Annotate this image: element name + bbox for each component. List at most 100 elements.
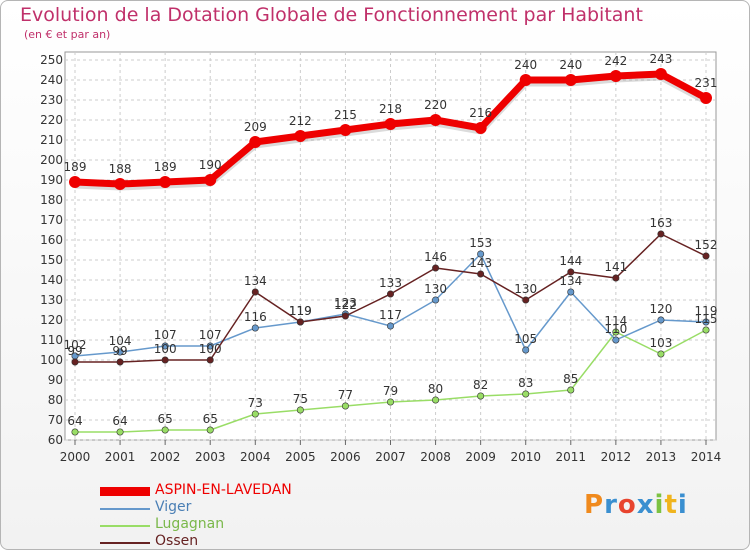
data-label: 231 — [695, 76, 718, 90]
data-point — [519, 74, 532, 86]
data-label: 130 — [424, 282, 447, 296]
x-tick-label: 2014 — [691, 450, 722, 464]
y-tick-label: 220 — [40, 113, 63, 127]
x-tick-label: 2005 — [285, 450, 316, 464]
data-label: 141 — [604, 260, 627, 274]
legend-label: Ossen — [155, 533, 199, 549]
data-point — [432, 296, 440, 304]
data-point — [341, 402, 349, 410]
data-point — [116, 358, 124, 366]
data-point — [567, 268, 575, 276]
data-point — [116, 348, 124, 356]
data-label: 144 — [559, 254, 582, 268]
data-label: 242 — [604, 54, 627, 68]
data-label: 120 — [649, 302, 672, 316]
data-point — [249, 136, 262, 148]
logo-letter: x — [636, 490, 655, 520]
data-label: 134 — [244, 274, 267, 288]
data-point — [432, 396, 440, 404]
data-label: 220 — [424, 98, 447, 112]
y-tick-label: 190 — [40, 173, 63, 187]
logo-letter: t — [664, 490, 678, 520]
y-tick-label: 230 — [40, 93, 63, 107]
data-label: 83 — [518, 376, 533, 390]
x-tick-label: 2006 — [330, 450, 361, 464]
data-label: 218 — [379, 102, 402, 116]
data-point — [114, 178, 127, 190]
y-tick-label: 200 — [40, 153, 63, 167]
data-label: 64 — [67, 414, 82, 428]
x-tick-label: 2012 — [601, 450, 632, 464]
data-label: 215 — [334, 108, 357, 122]
data-point — [612, 336, 620, 344]
data-point — [71, 358, 79, 366]
data-point — [477, 270, 485, 278]
data-point — [474, 122, 487, 134]
data-label: 216 — [469, 106, 492, 120]
y-tick-label: 90 — [48, 373, 63, 387]
data-point — [702, 252, 710, 260]
x-tick-label: 2009 — [465, 450, 496, 464]
logo-letter: o — [617, 490, 637, 520]
data-label: 188 — [109, 162, 132, 176]
data-label: 119 — [289, 304, 312, 318]
data-point — [654, 68, 667, 80]
data-point — [386, 290, 394, 298]
data-label: 100 — [199, 342, 222, 356]
data-label: 80 — [428, 382, 443, 396]
legend-label: Viger — [155, 499, 192, 515]
x-tick-label: 2007 — [375, 450, 406, 464]
data-label: 107 — [199, 328, 222, 342]
legend-label: Lugagnan — [155, 516, 225, 532]
data-point — [522, 346, 530, 354]
chart-title: Evolution de la Dotation Globale de Fonc… — [20, 4, 643, 26]
y-tick-label: 60 — [48, 433, 63, 447]
data-label: 119 — [289, 304, 312, 318]
data-label: 189 — [64, 160, 87, 174]
data-point — [161, 342, 169, 350]
data-label: 146 — [424, 250, 447, 264]
data-label: 104 — [109, 334, 132, 348]
data-label: 152 — [695, 238, 718, 252]
data-label: 119 — [695, 304, 718, 318]
data-label: 240 — [514, 58, 537, 72]
data-point — [116, 428, 124, 436]
data-point — [251, 288, 259, 296]
data-label: 79 — [383, 384, 398, 398]
data-label: 82 — [473, 378, 488, 392]
data-point — [159, 176, 172, 188]
data-label: 117 — [379, 308, 402, 322]
data-point — [702, 326, 710, 334]
data-label: 212 — [289, 114, 312, 128]
y-tick-label: 160 — [40, 233, 63, 247]
y-tick-label: 170 — [40, 213, 63, 227]
y-tick-label: 240 — [40, 73, 63, 87]
data-point — [339, 124, 352, 136]
data-point — [161, 356, 169, 364]
data-point — [612, 274, 620, 282]
data-point — [206, 426, 214, 434]
data-label: 143 — [469, 256, 492, 270]
data-point — [432, 264, 440, 272]
x-tick-label: 2000 — [60, 450, 91, 464]
y-tick-label: 80 — [48, 393, 63, 407]
data-point — [386, 322, 394, 330]
x-tick-label: 2003 — [195, 450, 226, 464]
data-point — [700, 92, 712, 104]
data-label: 105 — [514, 332, 537, 346]
data-point — [71, 428, 79, 436]
data-point — [522, 296, 530, 304]
x-tick-label: 2001 — [105, 450, 136, 464]
data-label: 134 — [559, 274, 582, 288]
y-tick-label: 250 — [40, 53, 63, 67]
data-label: 130 — [514, 282, 537, 296]
data-label: 110 — [604, 322, 627, 336]
data-label: 114 — [604, 314, 627, 328]
data-point — [251, 324, 259, 332]
data-label: 115 — [695, 312, 718, 326]
data-label: 99 — [112, 344, 127, 358]
logo-letter: i — [654, 490, 665, 520]
data-point — [657, 230, 665, 238]
data-label: 100 — [154, 342, 177, 356]
data-point — [429, 114, 442, 126]
